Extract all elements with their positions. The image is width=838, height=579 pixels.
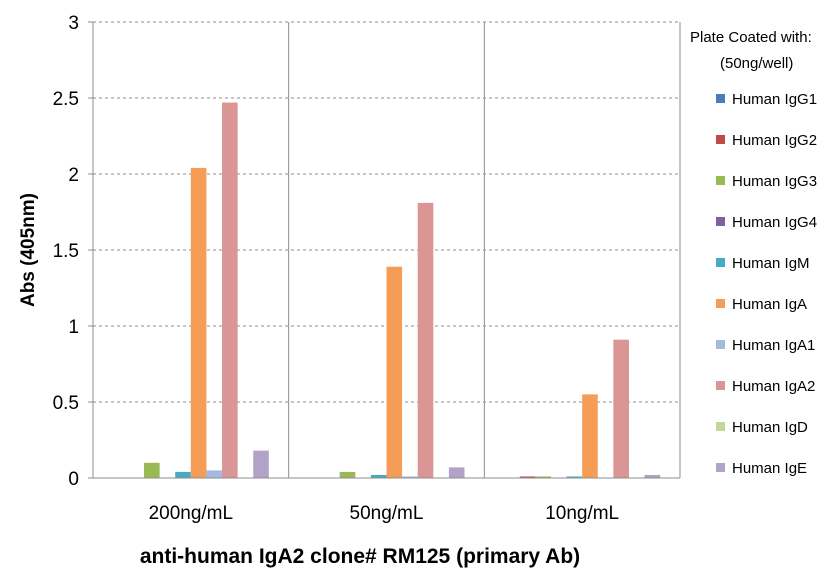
x-tick-label: 50ng/mL [350,503,424,524]
legend-entry-label: Human IgD [732,419,808,436]
bar [613,339,629,478]
axes: 0 0.5 1 1.5 2 2.5 3 200ng/mL 50ng/mL 10ng/mL [53,13,680,524]
bar [144,462,160,478]
x-tick-label: 10ng/mL [545,503,619,524]
legend-swatch [716,217,725,226]
bar [417,202,434,478]
bar [448,467,465,478]
bar [206,470,223,478]
legend-swatch [716,340,725,349]
bar [386,266,403,478]
legend-title: Plate Coated with: [690,29,812,46]
bar [644,474,661,478]
legend-swatch [716,176,725,185]
y-tick-label: 2.5 [53,89,79,110]
legend-swatch [716,381,725,390]
legend-entry-label: Human IgA [732,296,807,313]
y-tick-label: 1 [68,317,79,338]
bar [175,471,191,478]
legend-entry-label: Human IgE [732,460,807,477]
y-tick-label: 0 [68,469,79,490]
x-axis-label: anti-human IgA2 clone# RM125 (primary Ab… [140,545,580,568]
bar [339,471,356,478]
legend-swatch [716,135,725,144]
y-tick-label: 0.5 [53,393,79,414]
y-tick-label: 2 [68,165,79,186]
legend-swatch [716,258,725,267]
legend-swatch [716,422,725,431]
legend-title: (50ng/well) [720,55,793,72]
x-tick-label: 200ng/mL [149,503,234,524]
y-tick-label: 3 [68,13,79,34]
bar [222,102,238,478]
bar [535,476,551,478]
legend-swatch [716,299,725,308]
legend-entry-label: Human IgG3 [732,173,817,190]
bar [190,167,207,479]
bar [566,476,583,478]
legend-entry-label: Human IgG2 [732,132,817,149]
bar [370,474,387,478]
bar [582,394,598,478]
legend-swatch [716,463,725,472]
bar [402,476,418,478]
legend: Plate Coated with: (50ng/well) Human IgG1 H… [690,29,817,477]
y-axis-label: Abs (405nm) [18,193,39,307]
legend-entry-label: Human IgG1 [732,91,817,108]
bar [519,476,536,478]
legend-swatch [716,94,725,103]
legend-entry-label: Human IgA1 [732,337,815,354]
legend-entry-label: Human IgM [732,255,810,272]
bars [144,102,661,479]
bar [253,450,269,478]
y-tick-label: 1.5 [53,241,79,262]
legend-entry-label: Human IgA2 [732,378,815,395]
legend-entry-label: Human IgG4 [732,214,817,231]
